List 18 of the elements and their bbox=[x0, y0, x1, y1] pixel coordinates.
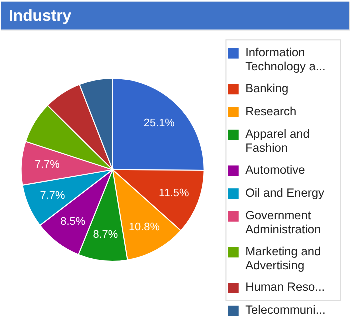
legend-label: Government Administration bbox=[246, 208, 322, 237]
data-label: 8.7% bbox=[93, 229, 118, 242]
data-label: 11.5% bbox=[159, 188, 190, 200]
legend-label: Automotive bbox=[246, 162, 306, 177]
data-label: 8.5% bbox=[60, 216, 86, 228]
legend-label: Human Reso... bbox=[246, 280, 326, 294]
data-label: 25.1% bbox=[144, 118, 176, 130]
legend-label: Apparel and Fashion bbox=[246, 127, 310, 156]
data-label: 10.8% bbox=[128, 221, 160, 234]
legend-label: Oil and Energy bbox=[246, 186, 324, 200]
legend-label: Marketing and Advertising bbox=[246, 244, 322, 272]
data-label: 7.7% bbox=[34, 159, 60, 172]
data-label: 7.7% bbox=[40, 190, 66, 202]
legend-label: Research bbox=[246, 104, 297, 118]
legend-label: Telecommuni... bbox=[246, 303, 326, 318]
legend-label: Banking bbox=[246, 81, 289, 96]
chart-title: Industry bbox=[8, 8, 72, 25]
legend-label: Information Technology a... bbox=[246, 46, 326, 74]
